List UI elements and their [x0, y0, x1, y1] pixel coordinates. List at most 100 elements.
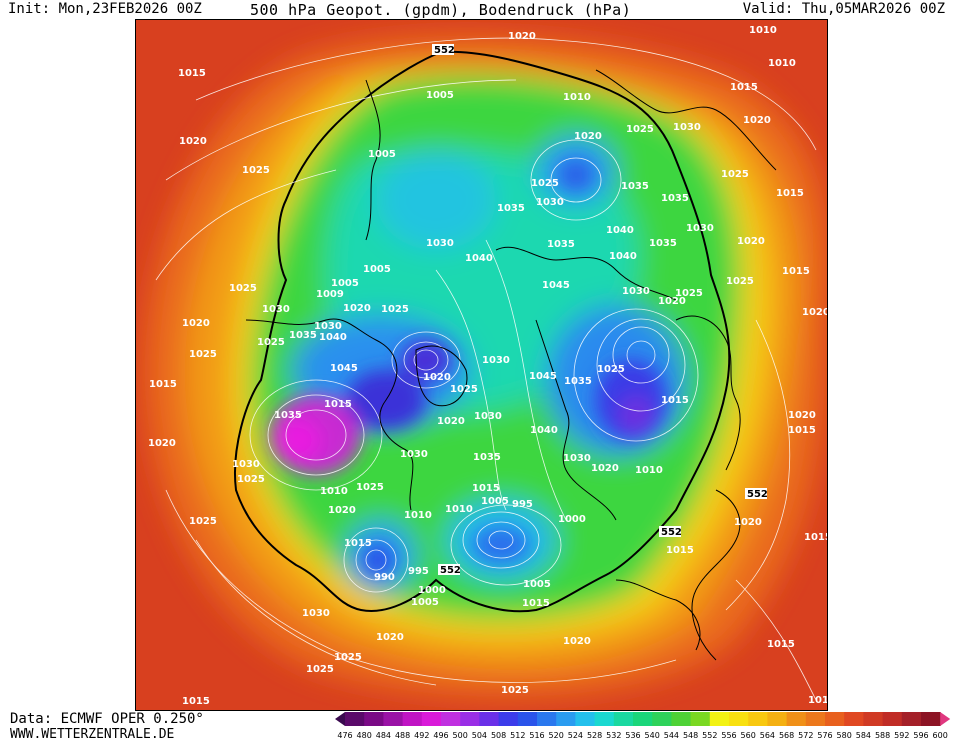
pressure-label: 1025	[257, 337, 285, 348]
pressure-label: 1005	[411, 597, 439, 608]
pressure-label: 1025	[189, 349, 217, 360]
legend-arrow-left	[335, 712, 345, 726]
contour-label-552: 552	[661, 527, 682, 538]
pressure-label: 1030	[232, 459, 260, 470]
legend-swatch	[633, 712, 653, 726]
pressure-label: 1010	[635, 465, 663, 476]
pressure-label: 1015	[472, 483, 500, 494]
legend-value: 572	[798, 731, 813, 740]
pressure-label: 1005	[368, 149, 396, 160]
init-time: Init: Mon,23FEB2026 00Z	[8, 1, 202, 17]
pressure-label: 1025	[237, 474, 265, 485]
pressure-label: 1030	[302, 608, 330, 619]
pressure-label: 1040	[530, 425, 558, 436]
pressure-label: 1040	[319, 332, 347, 343]
pressure-label: 1035	[473, 452, 501, 463]
pressure-label: 1030	[474, 411, 502, 422]
legend-swatch	[537, 712, 557, 726]
legend-svg: 476 480 484 488 492 496 500 504 508 512 516 520 524 5…	[335, 712, 951, 740]
pressure-label: 1045	[542, 280, 570, 291]
pressure-label: 1015	[666, 545, 694, 556]
pressure-label: 1030	[314, 321, 342, 332]
pressure-label: 1020	[574, 131, 602, 142]
legend-swatch	[748, 712, 768, 726]
coastlines	[245, 69, 777, 661]
pressure-label: 1015	[788, 425, 816, 436]
legend-value: 556	[721, 731, 736, 740]
legend-swatch	[441, 712, 461, 726]
pressure-label: 1015	[661, 395, 689, 406]
pressure-label: 1020	[328, 505, 356, 516]
legend-value: 568	[779, 731, 794, 740]
pressure-label: 1010	[404, 510, 432, 521]
legend-value: 548	[683, 731, 698, 740]
legend-swatch	[844, 712, 864, 726]
pressure-label: 1025	[626, 124, 654, 135]
legend-value: 512	[510, 731, 525, 740]
pressure-label: 1010	[320, 486, 348, 497]
legend-value: 592	[894, 731, 909, 740]
pressure-label: 1020	[182, 318, 210, 329]
pressure-label: 1020	[591, 463, 619, 474]
legend-value: 476	[337, 731, 352, 740]
pressure-label: 1035	[621, 181, 649, 192]
legend-swatch	[498, 712, 519, 726]
map-title: 500 hPa Geopot. (gpdm), Bodendruck (hPa)	[250, 1, 632, 19]
pressure-label: 1020	[343, 303, 371, 314]
legend-swatch	[383, 712, 404, 726]
pressure-label: 1015	[782, 266, 810, 277]
legend-swatch	[690, 712, 711, 726]
pressure-label: 1020	[563, 636, 591, 647]
legend-swatch	[671, 712, 692, 726]
pressure-label: 1025	[189, 516, 217, 527]
pressure-label: 1030	[400, 449, 428, 460]
pressure-label: 1025	[501, 685, 529, 696]
pressure-label: 1025	[334, 652, 362, 663]
label-552-box	[432, 44, 454, 55]
pressure-label: 1025	[242, 165, 270, 176]
pressure-label: 1040	[609, 251, 637, 262]
legend-swatch	[921, 712, 941, 726]
pressure-label: 1030	[622, 286, 650, 297]
legend-value: 516	[529, 731, 544, 740]
pressure-label: 1005	[363, 264, 391, 275]
label-552-box	[745, 488, 767, 499]
pressure-label: 1015	[182, 696, 210, 707]
pressure-label: 1000	[558, 514, 586, 525]
pressure-label: 1030	[482, 355, 510, 366]
legend-value: 552	[702, 731, 717, 740]
pressure-label: 1025	[531, 178, 559, 189]
legend-swatch	[863, 712, 884, 726]
legend-value: 560	[741, 731, 756, 740]
legend-value: 580	[837, 731, 852, 740]
pressure-label: 1015	[522, 598, 550, 609]
pressure-label: 1035	[649, 238, 677, 249]
legend-swatch	[402, 712, 423, 726]
contour-label-552: 552	[434, 45, 455, 56]
legend-value: 528	[587, 731, 602, 740]
pressure-label: 1040	[606, 225, 634, 236]
legend-value: 524	[568, 731, 583, 740]
pressure-label: 1010	[749, 25, 777, 36]
legend-value: 588	[875, 731, 890, 740]
legend-value: 480	[357, 731, 372, 740]
legend-swatch	[786, 712, 807, 726]
legend-arrow-right	[940, 712, 951, 726]
pressure-label: 1010	[808, 695, 827, 706]
legend-swatch	[767, 712, 788, 726]
legend-value: 492	[414, 731, 429, 740]
pressure-label: 1020	[148, 438, 176, 449]
pressure-label: 1035	[564, 376, 592, 387]
pressure-label: 1030	[673, 122, 701, 133]
pressure-label: 1025	[675, 288, 703, 299]
pressure-label: 1030	[426, 238, 454, 249]
legend-swatch	[729, 712, 749, 726]
pressure-label: 1040	[465, 253, 493, 264]
data-source: Data: ECMWF OPER 0.250°	[10, 711, 204, 727]
legend-swatch	[882, 712, 903, 726]
pressure-label: 1035	[497, 203, 525, 214]
legend-swatch	[652, 712, 672, 726]
legend-swatch	[575, 712, 596, 726]
